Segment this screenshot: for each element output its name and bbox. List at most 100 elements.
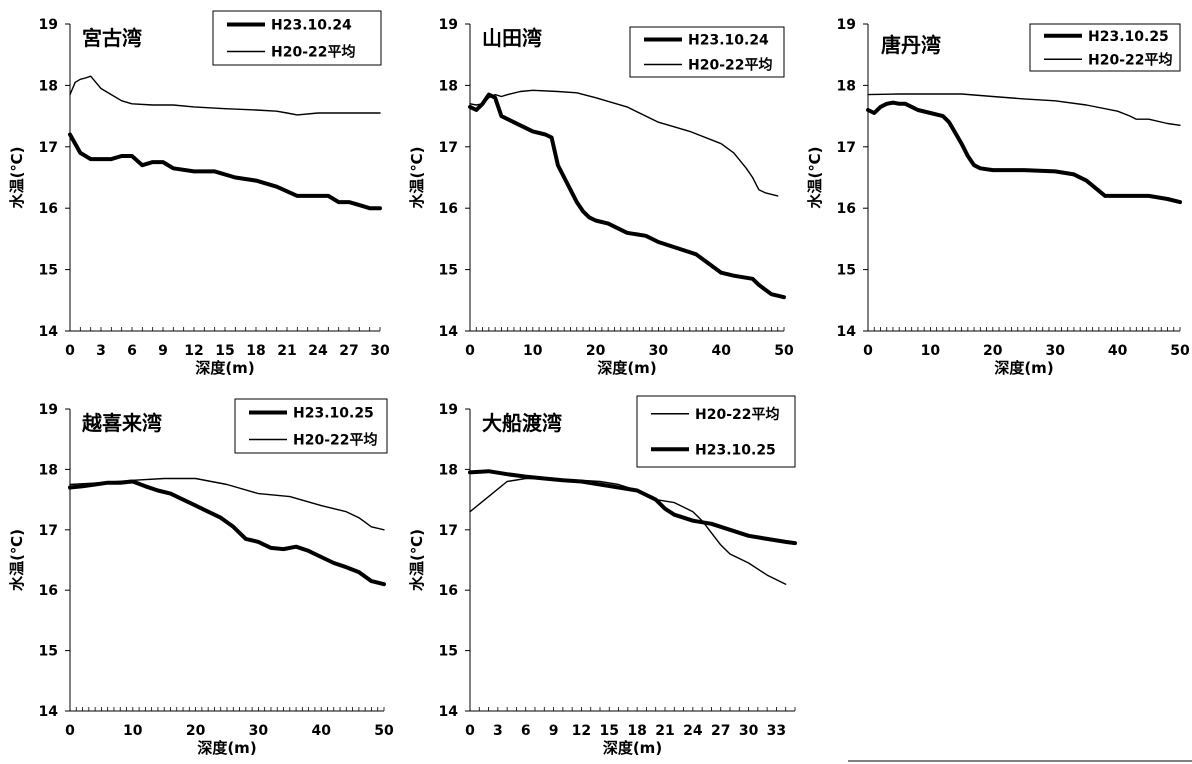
series-line-1 bbox=[866, 100, 1182, 205]
x-tick-label: 6 bbox=[127, 343, 137, 359]
series-line-2 bbox=[867, 93, 1181, 127]
y-tick-label: 14 bbox=[39, 704, 59, 720]
chart-title: 宮古湾 bbox=[82, 26, 142, 50]
x-tick-label: 24 bbox=[308, 343, 328, 359]
legend: H20-22平均 H23.10.25 bbox=[636, 395, 796, 468]
x-tick-label: 30 bbox=[739, 723, 759, 739]
x-tick-label: 40 bbox=[311, 723, 331, 739]
legend-box bbox=[1029, 23, 1181, 72]
y-tick-label: 17 bbox=[439, 140, 458, 156]
x-tick-label: 3 bbox=[493, 723, 503, 739]
x-tick-label: 24 bbox=[683, 723, 703, 739]
x-tick-label: 40 bbox=[1108, 343, 1128, 359]
chart-panel-2: 14 15 16 17 18 19 0 10 20 30 40 50 深度(m) 水温(℃) 山田湾 H23.… bbox=[408, 17, 794, 377]
y-tick-label: 16 bbox=[39, 201, 58, 217]
legend-box bbox=[636, 395, 796, 468]
x-tick-label: 0 bbox=[65, 343, 75, 359]
x-tick-label: 0 bbox=[863, 343, 873, 359]
y-tick-label: 14 bbox=[837, 324, 857, 340]
legend: H23.10.24 H20-22平均 bbox=[629, 26, 785, 78]
y-axis-label: 水温(℃) bbox=[8, 529, 26, 591]
legend-entry: H23.10.25 bbox=[1088, 29, 1169, 45]
y-tick-label: 17 bbox=[837, 140, 856, 156]
x-tick-label: 20 bbox=[186, 723, 206, 739]
y-tick-label: 16 bbox=[439, 583, 458, 599]
y-tick-label: 19 bbox=[837, 17, 856, 33]
chart-panel-3: 14 15 16 17 18 19 0 10 20 30 40 50 深度(m) 水温(℃) 唐丹湾 H23.… bbox=[806, 17, 1190, 377]
legend: H23.10.24 H20-22平均 bbox=[212, 10, 382, 66]
x-tick-label: 6 bbox=[521, 723, 531, 739]
legend: H23.10.25 H20-22平均 bbox=[234, 398, 388, 454]
legend-entry: H20-22平均 bbox=[688, 57, 773, 74]
x-tick-label: 30 bbox=[370, 343, 390, 359]
x-tick-label: 9 bbox=[158, 343, 168, 359]
y-tick-label: 14 bbox=[39, 324, 59, 340]
y-tick-label: 18 bbox=[39, 78, 58, 94]
series-line-1 bbox=[68, 479, 386, 587]
y-tick-label: 15 bbox=[39, 644, 58, 660]
series-line-2 bbox=[468, 469, 797, 546]
x-tick-label: 27 bbox=[711, 723, 730, 739]
x-axis-label: 深度(m) bbox=[994, 359, 1053, 377]
y-axis-label: 水温(℃) bbox=[408, 529, 426, 591]
x-tick-label: 18 bbox=[246, 343, 265, 359]
legend-entry: H20-22平均 bbox=[1088, 51, 1173, 68]
series-line-2 bbox=[469, 89, 779, 197]
y-tick-label: 18 bbox=[837, 78, 856, 94]
legend-entry: H23.10.24 bbox=[271, 18, 352, 34]
y-tick-label: 15 bbox=[837, 263, 856, 279]
y-tick-label: 16 bbox=[439, 201, 458, 217]
x-axis-label: 深度(m) bbox=[603, 739, 662, 757]
y-tick-label: 14 bbox=[439, 704, 459, 720]
x-tick-label: 50 bbox=[774, 343, 794, 359]
chart-panel-1: 14 15 16 17 18 19 0 3 6 9 12 15 18 21 24 27 30 深度(m) 水温(℃)… bbox=[8, 10, 390, 377]
chart-title: 越喜来湾 bbox=[81, 411, 162, 435]
legend-box bbox=[234, 398, 388, 454]
x-axis-label: 深度(m) bbox=[197, 739, 256, 757]
chart-title: 唐丹湾 bbox=[881, 33, 941, 57]
y-axis-label: 水温(℃) bbox=[8, 147, 26, 209]
y-tick-label: 16 bbox=[39, 583, 58, 599]
x-tick-label: 15 bbox=[600, 723, 619, 739]
x-tick-label: 27 bbox=[339, 343, 358, 359]
x-tick-label: 33 bbox=[767, 723, 786, 739]
series-line-1 bbox=[68, 132, 382, 211]
x-axis-label: 深度(m) bbox=[597, 359, 656, 377]
x-tick-label: 21 bbox=[655, 723, 674, 739]
legend-entry: H20-22平均 bbox=[695, 406, 780, 423]
y-tick-label: 18 bbox=[439, 78, 458, 94]
x-tick-label: 12 bbox=[184, 343, 203, 359]
x-tick-label: 20 bbox=[586, 343, 606, 359]
y-tick-label: 17 bbox=[39, 523, 58, 539]
legend-entry: H20-22平均 bbox=[271, 44, 356, 61]
x-tick-label: 50 bbox=[1170, 343, 1190, 359]
legend: H23.10.25 H20-22平均 bbox=[1029, 23, 1181, 72]
x-tick-label: 9 bbox=[549, 723, 559, 739]
y-tick-label: 15 bbox=[439, 263, 458, 279]
y-tick-label: 19 bbox=[39, 402, 58, 418]
x-tick-label: 15 bbox=[215, 343, 234, 359]
chart-title: 山田湾 bbox=[482, 26, 542, 50]
y-tick-label: 15 bbox=[439, 644, 458, 660]
x-tick-label: 21 bbox=[277, 343, 296, 359]
x-axis-label: 深度(m) bbox=[195, 359, 254, 377]
series-line-1 bbox=[468, 92, 786, 300]
y-tick-label: 16 bbox=[837, 201, 856, 217]
y-tick-label: 17 bbox=[39, 140, 58, 156]
y-tick-label: 15 bbox=[39, 263, 58, 279]
x-tick-label: 20 bbox=[983, 343, 1003, 359]
x-tick-label: 10 bbox=[523, 343, 543, 359]
y-axis-label: 水温(℃) bbox=[806, 147, 824, 209]
series-line-2 bbox=[69, 75, 381, 116]
x-tick-label: 10 bbox=[123, 723, 143, 739]
x-tick-label: 3 bbox=[96, 343, 106, 359]
legend-box bbox=[212, 10, 382, 66]
series-line-2 bbox=[69, 477, 385, 531]
x-tick-label: 0 bbox=[465, 343, 475, 359]
y-tick-label: 18 bbox=[439, 462, 458, 478]
legend-entry: H23.10.25 bbox=[695, 442, 776, 458]
legend-box bbox=[629, 26, 785, 78]
x-tick-label: 50 bbox=[374, 723, 394, 739]
y-tick-label: 19 bbox=[39, 17, 58, 33]
